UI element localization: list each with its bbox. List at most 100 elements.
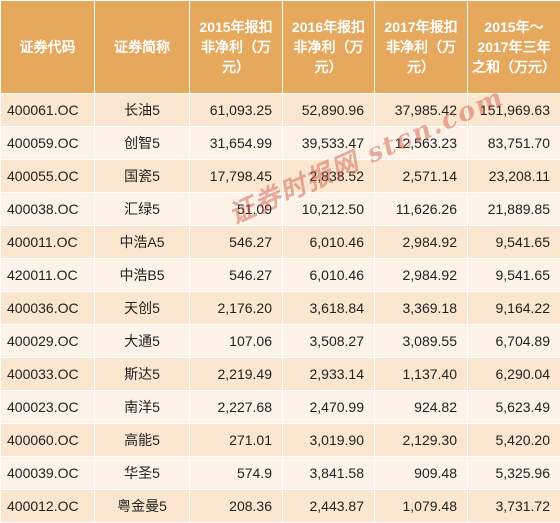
cell-2017: 2,984.92 [375, 226, 468, 259]
cell-2017: 12,563.23 [375, 127, 468, 160]
cell-2015: 31,654.99 [190, 127, 283, 160]
cell-2015: 107.06 [190, 325, 283, 358]
cell-2015: 2,227.68 [190, 391, 283, 424]
cell-name: 大通5 [95, 325, 190, 358]
cell-2016: 10,212.50 [283, 193, 375, 226]
cell-2017: 11,626.26 [375, 193, 468, 226]
cell-2016: 3,508.27 [283, 325, 375, 358]
cell-name: 国瓷5 [95, 160, 190, 193]
cell-2015: 51.09 [190, 193, 283, 226]
cell-name: 中浩A5 [95, 226, 190, 259]
cell-2017: 2,984.92 [375, 259, 468, 292]
cell-name: 汇绿5 [95, 193, 190, 226]
header-2017: 2017年报扣非净利（万元） [375, 1, 468, 94]
cell-2015: 61,093.25 [190, 94, 283, 127]
cell-2015: 17,798.45 [190, 160, 283, 193]
cell-sum: 23,208.11 [468, 160, 560, 193]
cell-2015: 546.27 [190, 226, 283, 259]
table-header: 证券代码 证券简称 2015年报扣非净利（万元） 2016年报扣非净利（万元） … [1, 1, 560, 94]
cell-2016: 6,010.46 [283, 259, 375, 292]
cell-sum: 5,420.20 [468, 424, 560, 457]
cell-code: 400029.OC [1, 325, 95, 358]
cell-2016: 3,618.84 [283, 292, 375, 325]
cell-name: 高能5 [95, 424, 190, 457]
cell-2016: 3,841.58 [283, 457, 375, 490]
cell-code: 400055.OC [1, 160, 95, 193]
cell-sum: 83,751.70 [468, 127, 560, 160]
cell-name: 粤金曼5 [95, 490, 190, 523]
cell-sum: 3,731.72 [468, 490, 560, 523]
cell-2016: 6,010.46 [283, 226, 375, 259]
cell-sum: 5,623.49 [468, 391, 560, 424]
cell-2017: 3,089.55 [375, 325, 468, 358]
cell-2015: 574.9 [190, 457, 283, 490]
cell-2016: 3,019.90 [283, 424, 375, 457]
cell-sum: 5,325.96 [468, 457, 560, 490]
cell-sum: 151,969.63 [468, 94, 560, 127]
cell-2016: 52,890.96 [283, 94, 375, 127]
cell-2017: 924.82 [375, 391, 468, 424]
cell-sum: 9,541.65 [468, 226, 560, 259]
cell-code: 400039.OC [1, 457, 95, 490]
header-2016: 2016年报扣非净利（万元） [283, 1, 375, 94]
header-row: 证券代码 证券简称 2015年报扣非净利（万元） 2016年报扣非净利（万元） … [1, 1, 560, 94]
cell-name: 中浩B5 [95, 259, 190, 292]
cell-2015: 208.36 [190, 490, 283, 523]
cell-sum: 6,704.89 [468, 325, 560, 358]
cell-2015: 546.27 [190, 259, 283, 292]
cell-code: 400023.OC [1, 391, 95, 424]
cell-2016: 2,443.87 [283, 490, 375, 523]
cell-sum: 9,541.65 [468, 259, 560, 292]
header-sum: 2015年～2017年三年之和（万元） [468, 1, 560, 94]
cell-2016: 2,838.52 [283, 160, 375, 193]
cell-2017: 2,129.30 [375, 424, 468, 457]
cell-name: 创智5 [95, 127, 190, 160]
cell-name: 天创5 [95, 292, 190, 325]
cell-sum: 9,164.22 [468, 292, 560, 325]
cell-name: 长油5 [95, 94, 190, 127]
cell-2017: 909.48 [375, 457, 468, 490]
cell-name: 华圣5 [95, 457, 190, 490]
cell-2016: 39,533.47 [283, 127, 375, 160]
cell-2015: 2,219.49 [190, 358, 283, 391]
cell-code: 400036.OC [1, 292, 95, 325]
cell-sum: 21,889.85 [468, 193, 560, 226]
cell-code: 400011.OC [1, 226, 95, 259]
cell-code: 420011.OC [1, 259, 95, 292]
cell-2015: 2,176.20 [190, 292, 283, 325]
cell-2017: 1,137.40 [375, 358, 468, 391]
cell-2017: 3,369.18 [375, 292, 468, 325]
cell-2016: 2,470.99 [283, 391, 375, 424]
cell-2016: 2,933.14 [283, 358, 375, 391]
cell-2017: 2,571.14 [375, 160, 468, 193]
header-code: 证券代码 [1, 1, 95, 94]
cell-sum: 6,290.04 [468, 358, 560, 391]
cell-2017: 37,985.42 [375, 94, 468, 127]
cell-code: 400060.OC [1, 424, 95, 457]
header-2015: 2015年报扣非净利（万元） [190, 1, 283, 94]
cell-code: 400061.OC [1, 94, 95, 127]
cell-name: 南洋5 [95, 391, 190, 424]
cell-code: 400012.OC [1, 490, 95, 523]
cell-2015: 271.01 [190, 424, 283, 457]
cell-2017: 1,079.48 [375, 490, 468, 523]
cell-code: 400033.OC [1, 358, 95, 391]
cell-code: 400059.OC [1, 127, 95, 160]
cell-code: 400038.OC [1, 193, 95, 226]
